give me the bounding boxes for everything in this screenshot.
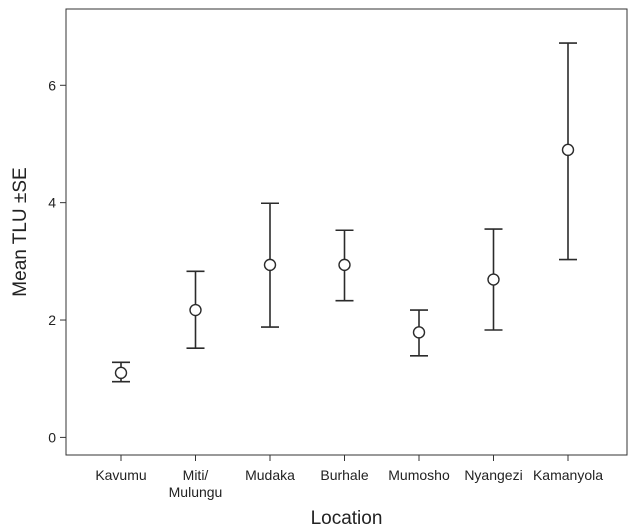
error-bar-4 [410,309,428,357]
x-tick-label: Mudaka [245,467,295,483]
y-tick-label: 6 [48,77,56,93]
error-bar-0 [112,361,130,383]
mean-point [263,258,277,272]
y-tick-label: 4 [48,195,56,211]
error-bar-1 [186,270,205,349]
x-tick-label-line: Mulungu [169,484,223,500]
x-tick-label: Kamanyola [533,467,603,483]
mean-point [561,143,575,157]
y-axis: 0 2 4 6 [48,77,66,445]
y-tick-label: 2 [48,312,56,328]
error-bar-2 [261,202,279,328]
x-tick-label-line: Nyangezi [464,467,522,483]
x-tick-label: Kavumu [95,467,146,483]
x-tick-label-line: Mumosho [388,467,450,483]
mean-point [338,258,351,272]
x-tick-label-line: Kamanyola [533,467,603,483]
x-axis-title: Location [311,508,383,529]
x-tick-label-line: Mudaka [245,467,295,483]
error-bars [112,42,577,383]
x-tick-label-line: Burhale [320,467,368,483]
x-tick-label-line: Miti/ [183,467,209,483]
error-bar-5 [484,228,503,331]
y-axis-title: Mean TLU ±SE [10,167,31,296]
error-bar-6 [559,42,577,261]
mean-point [189,303,202,317]
mean-point [412,326,426,339]
x-tick-label: Nyangezi [464,467,522,483]
plot-frame [65,8,628,456]
mean-point [487,273,500,286]
x-axis: Kavumu Miti/Mulungu Mudaka Burhale Mumosho Ny… [95,455,603,500]
x-tick-label: Burhale [320,467,368,483]
y-tick-label: 0 [48,429,56,445]
x-tick-label: Miti/Mulungu [169,467,223,500]
x-tick-label: Mumosho [388,467,450,483]
error-bar-3 [335,229,354,302]
mean-point [114,366,128,380]
x-tick-label-line: Kavumu [95,467,146,483]
